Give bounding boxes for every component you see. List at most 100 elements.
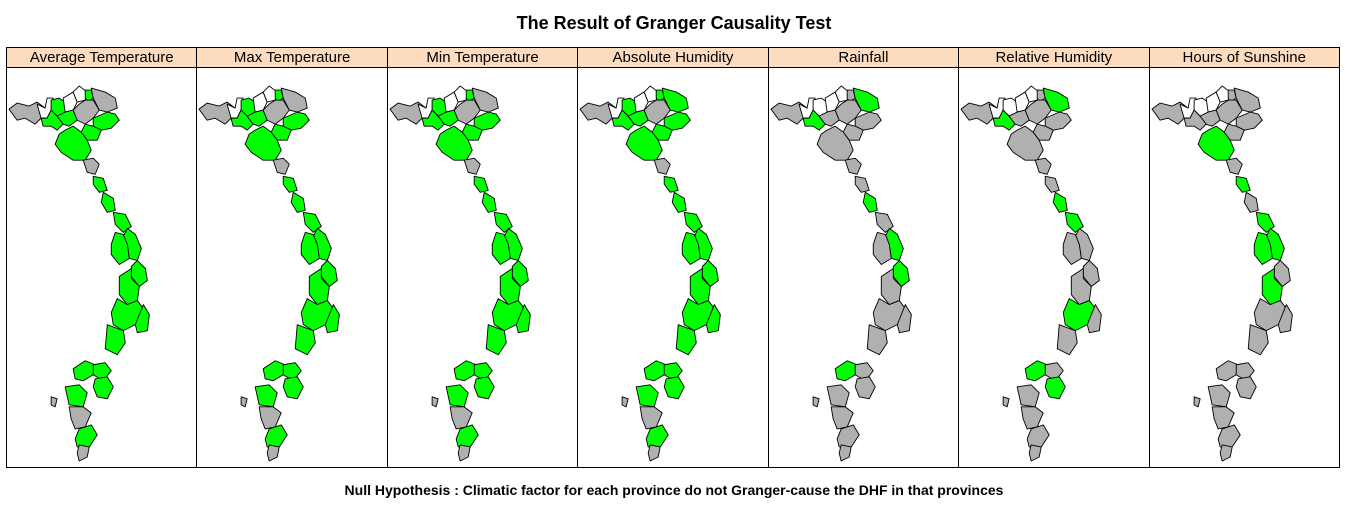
province-region-31 — [50, 396, 58, 408]
province-region-31 — [241, 396, 248, 408]
province-region-15 — [862, 191, 878, 213]
province-region-10 — [664, 111, 691, 131]
province-region-18 — [110, 231, 130, 265]
province-region-18 — [301, 231, 321, 265]
vietnam-province-map — [8, 85, 150, 462]
province-region-27 — [826, 384, 850, 408]
province-region-15 — [100, 191, 116, 213]
province-region-26 — [1235, 376, 1257, 400]
province-region-31 — [812, 396, 820, 408]
province-region-24 — [834, 360, 858, 382]
province-region-3 — [253, 91, 269, 113]
province-region-23 — [485, 324, 507, 356]
province-region-24 — [72, 360, 96, 382]
province-region-18 — [682, 231, 702, 265]
province-region-25 — [473, 362, 493, 382]
province-region-22 — [1277, 304, 1293, 334]
panel-strip-label: Average Temperature — [7, 48, 197, 68]
province-region-30 — [267, 444, 281, 462]
province-region-15 — [1243, 191, 1259, 213]
vietnam-province-map — [579, 85, 722, 462]
province-region-15 — [1052, 191, 1068, 213]
province-region-6 — [471, 87, 499, 113]
province-region-22 — [515, 304, 531, 334]
province-region-26 — [854, 376, 876, 400]
province-region-22 — [325, 304, 341, 334]
province-region-9 — [643, 99, 671, 125]
province-region-3 — [824, 91, 840, 113]
province-region-9 — [263, 99, 291, 125]
map-panel-hours-of-sunshine: Hours of Sunshine — [1148, 48, 1339, 467]
province-region-14 — [283, 175, 299, 193]
province-region-23 — [866, 324, 888, 356]
province-region-23 — [295, 324, 317, 356]
province-region-14 — [473, 175, 489, 193]
map-panel-min-temperature: Min Temperature — [386, 48, 578, 467]
province-region-15 — [672, 191, 687, 213]
province-region-6 — [1042, 87, 1070, 113]
province-region-18 — [491, 231, 511, 265]
panel-strip-label: Absolute Humidity — [578, 48, 768, 68]
province-region-6 — [281, 87, 309, 113]
province-region-26 — [664, 376, 685, 400]
province-region-18 — [1253, 231, 1273, 265]
province-region-9 — [1215, 99, 1243, 125]
province-region-25 — [283, 362, 303, 382]
province-region-25 — [664, 362, 683, 382]
province-region-24 — [263, 360, 287, 382]
province-region-18 — [1062, 231, 1082, 265]
province-region-3 — [1014, 91, 1030, 113]
province-region-22 — [706, 304, 722, 334]
province-region-10 — [283, 111, 311, 131]
panel-strip-label: Relative Humidity — [959, 48, 1149, 68]
figure-title: The Result of Granger Causality Test — [516, 13, 832, 33]
province-region-27 — [445, 384, 469, 408]
map-panel-grid: Average Temperature Max Temperature Min Te… — [6, 47, 1340, 468]
province-region-3 — [1205, 91, 1221, 113]
province-region-9 — [72, 99, 100, 125]
province-region-27 — [1016, 384, 1040, 408]
province-region-26 — [1044, 376, 1066, 400]
province-region-30 — [1219, 444, 1233, 462]
map-panel-rainfall: Rainfall — [767, 48, 959, 467]
province-region-31 — [621, 396, 629, 408]
map-panel-max-temperature: Max Temperature — [196, 48, 387, 467]
panel-strip-label: Rainfall — [768, 48, 959, 68]
province-region-14 — [664, 175, 679, 193]
province-region-10 — [92, 111, 120, 131]
province-region-15 — [291, 191, 307, 213]
province-region-27 — [635, 384, 659, 408]
province-region-31 — [1193, 396, 1201, 408]
province-region-30 — [1028, 444, 1042, 462]
province-region-30 — [457, 444, 471, 462]
province-region-26 — [283, 376, 305, 400]
province-region-10 — [854, 111, 882, 131]
province-region-24 — [1024, 360, 1048, 382]
province-region-10 — [1044, 111, 1072, 131]
province-region-25 — [1044, 362, 1064, 382]
panel-strip-label: Min Temperature — [387, 48, 578, 68]
province-region-24 — [453, 360, 477, 382]
province-region-15 — [481, 191, 497, 213]
province-region-24 — [1215, 360, 1239, 382]
province-region-13 — [1225, 157, 1243, 175]
province-region-23 — [676, 324, 698, 356]
province-region-14 — [1044, 175, 1060, 193]
province-region-27 — [1207, 384, 1231, 408]
province-region-31 — [431, 396, 439, 408]
province-region-3 — [443, 91, 459, 113]
province-region-30 — [838, 444, 852, 462]
province-region-10 — [473, 111, 501, 131]
province-region-23 — [1247, 324, 1269, 356]
province-region-25 — [854, 362, 874, 382]
province-region-22 — [1086, 304, 1102, 334]
province-region-6 — [662, 87, 689, 113]
province-region-22 — [134, 304, 150, 334]
vietnam-province-map — [770, 85, 912, 462]
map-panel-relative-humidity: Relative Humidity — [958, 48, 1149, 467]
province-region-22 — [896, 304, 912, 334]
province-region-13 — [844, 157, 862, 175]
province-region-26 — [473, 376, 495, 400]
province-region-6 — [852, 87, 880, 113]
map-panel-average-temperature: Average Temperature — [7, 48, 197, 467]
